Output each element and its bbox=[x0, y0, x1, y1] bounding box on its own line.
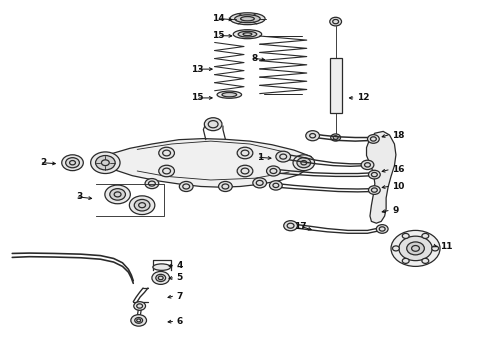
Circle shape bbox=[237, 165, 253, 177]
Ellipse shape bbox=[222, 93, 237, 97]
Circle shape bbox=[297, 158, 311, 168]
Circle shape bbox=[134, 199, 150, 211]
Circle shape bbox=[368, 186, 380, 194]
Circle shape bbox=[330, 17, 342, 26]
Circle shape bbox=[253, 178, 267, 188]
Ellipse shape bbox=[233, 30, 262, 39]
Ellipse shape bbox=[217, 91, 242, 98]
Ellipse shape bbox=[153, 264, 171, 270]
Circle shape bbox=[284, 221, 297, 231]
Polygon shape bbox=[330, 58, 342, 113]
Circle shape bbox=[270, 181, 282, 190]
Circle shape bbox=[368, 170, 380, 179]
Text: 1: 1 bbox=[257, 153, 264, 162]
Polygon shape bbox=[96, 139, 311, 187]
Circle shape bbox=[134, 302, 146, 310]
Circle shape bbox=[91, 152, 120, 174]
Ellipse shape bbox=[230, 13, 265, 24]
Text: 15: 15 bbox=[191, 94, 203, 102]
Text: 7: 7 bbox=[176, 292, 183, 301]
Text: 11: 11 bbox=[440, 242, 453, 251]
Circle shape bbox=[293, 155, 315, 171]
Text: 9: 9 bbox=[392, 206, 398, 215]
Circle shape bbox=[159, 165, 174, 177]
Circle shape bbox=[422, 233, 429, 238]
Circle shape bbox=[399, 236, 432, 261]
Circle shape bbox=[204, 118, 222, 131]
Circle shape bbox=[145, 179, 159, 189]
Circle shape bbox=[156, 274, 166, 282]
Circle shape bbox=[361, 160, 374, 170]
Text: 8: 8 bbox=[252, 54, 258, 63]
Circle shape bbox=[152, 271, 170, 284]
Ellipse shape bbox=[235, 15, 260, 23]
Text: 13: 13 bbox=[191, 65, 203, 74]
Circle shape bbox=[276, 151, 291, 162]
Circle shape bbox=[105, 185, 130, 204]
Circle shape bbox=[402, 233, 409, 238]
Circle shape bbox=[402, 258, 409, 264]
Circle shape bbox=[219, 181, 232, 192]
Circle shape bbox=[331, 134, 341, 141]
Circle shape bbox=[368, 135, 379, 143]
Circle shape bbox=[66, 158, 79, 168]
Circle shape bbox=[392, 246, 399, 251]
Text: 6: 6 bbox=[176, 317, 183, 326]
Text: 5: 5 bbox=[176, 274, 183, 282]
Text: 3: 3 bbox=[76, 192, 82, 201]
Circle shape bbox=[306, 131, 319, 141]
Text: 17: 17 bbox=[294, 222, 306, 231]
Circle shape bbox=[62, 155, 83, 171]
Text: 15: 15 bbox=[212, 31, 224, 40]
Circle shape bbox=[267, 166, 280, 176]
Circle shape bbox=[179, 181, 193, 192]
Text: 10: 10 bbox=[392, 182, 404, 191]
Circle shape bbox=[131, 315, 147, 326]
Circle shape bbox=[407, 242, 424, 255]
Text: 2: 2 bbox=[40, 158, 47, 167]
Text: 12: 12 bbox=[357, 94, 369, 102]
Circle shape bbox=[422, 258, 429, 264]
Circle shape bbox=[96, 156, 115, 170]
Circle shape bbox=[237, 147, 253, 159]
Text: 4: 4 bbox=[176, 261, 183, 270]
Text: 16: 16 bbox=[392, 165, 405, 174]
Text: 14: 14 bbox=[212, 14, 224, 23]
Circle shape bbox=[432, 246, 439, 251]
Circle shape bbox=[159, 147, 174, 159]
Text: 18: 18 bbox=[392, 130, 405, 139]
Circle shape bbox=[110, 189, 125, 200]
Ellipse shape bbox=[238, 31, 257, 37]
Circle shape bbox=[376, 225, 388, 233]
Circle shape bbox=[129, 196, 155, 215]
Polygon shape bbox=[367, 131, 396, 223]
Circle shape bbox=[391, 230, 440, 266]
